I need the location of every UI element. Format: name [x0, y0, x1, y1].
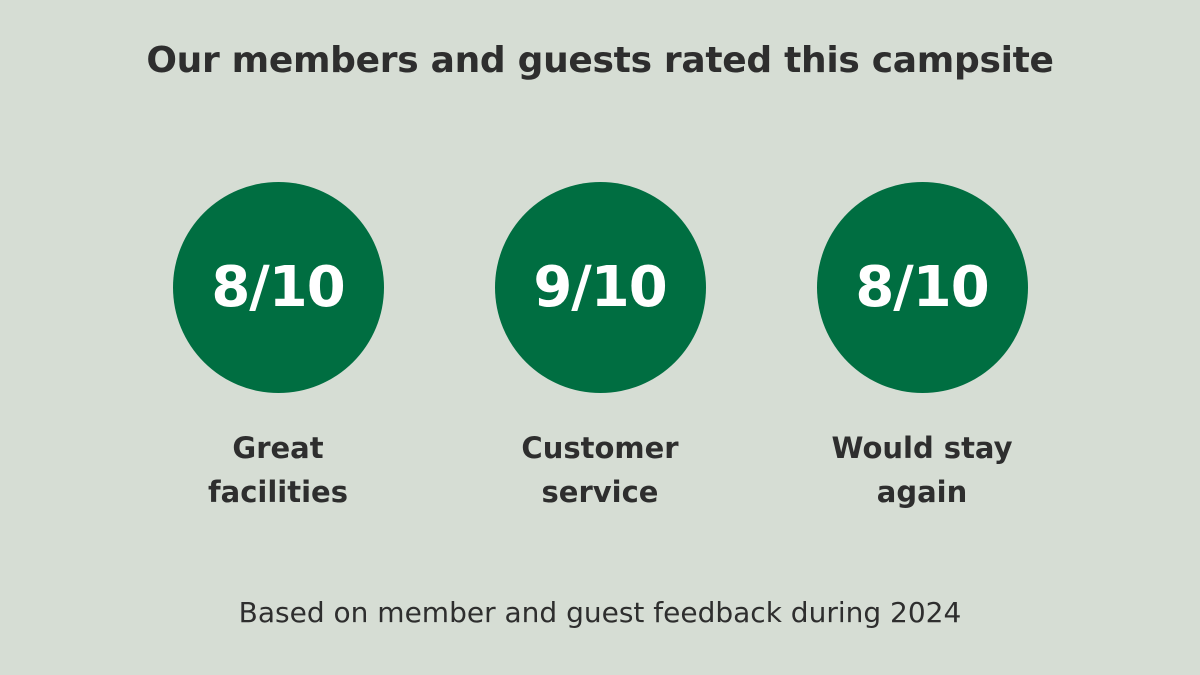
ratings-row: 8/10 Great facilities 9/10 Customer serv… [0, 182, 1200, 522]
footnote: Based on member and guest feedback durin… [238, 596, 962, 629]
rating-would-stay-again: 8/10 Would stay again [792, 182, 1052, 514]
page-title: Our members and guests rated this campsi… [146, 40, 1054, 81]
score-value: 8/10 [211, 255, 345, 320]
score-circle: 8/10 [172, 182, 384, 393]
score-circle: 8/10 [816, 182, 1028, 393]
score-value: 9/10 [533, 255, 667, 320]
rating-label: Great facilities [208, 431, 348, 509]
rating-label: Customer service [521, 431, 679, 509]
score-circle: 9/10 [494, 182, 706, 393]
score-value: 8/10 [855, 255, 989, 320]
rating-customer-service: 9/10 Customer service [470, 182, 730, 514]
rating-great-facilities: 8/10 Great facilities [148, 182, 408, 514]
rating-label: Would stay again [831, 431, 1013, 509]
